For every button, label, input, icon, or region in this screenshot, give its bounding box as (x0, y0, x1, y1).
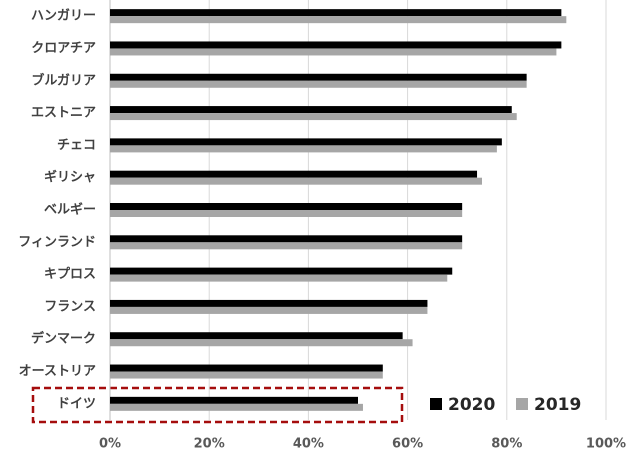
x-tick-label: 60% (392, 437, 423, 452)
x-tick-label: 20% (194, 437, 225, 452)
bar (110, 138, 502, 146)
y-tick-label: フランス (44, 299, 96, 314)
y-tick-label: ブルガリア (31, 72, 96, 88)
x-tick-label: 100% (586, 437, 626, 452)
bar (110, 9, 562, 17)
y-tick-label: ベルギー (44, 202, 96, 218)
bar (110, 235, 463, 243)
bar (110, 177, 482, 185)
bar (110, 306, 428, 314)
bar (110, 170, 478, 178)
bar (110, 210, 463, 217)
bar (110, 403, 363, 411)
y-tick-label: デンマーク (31, 331, 96, 347)
bar (110, 16, 567, 24)
y-tick-label: ハンガリー (31, 9, 96, 24)
bar (110, 299, 428, 307)
y-tick-label: チェコ (57, 138, 96, 153)
bar (110, 41, 562, 49)
legend-label: 2019 (534, 395, 581, 415)
bar (110, 267, 453, 275)
bar (110, 73, 527, 81)
bar (110, 145, 497, 153)
x-tick-label: 80% (491, 437, 522, 452)
bar (110, 242, 463, 250)
bar (110, 339, 413, 347)
y-tick-label: フィンランド (18, 235, 96, 250)
bar (110, 106, 512, 114)
bar (110, 80, 527, 88)
bar (110, 274, 448, 282)
bar (110, 396, 358, 404)
x-tick-label: 0% (99, 437, 121, 452)
y-tick-label: キプロス (44, 267, 96, 282)
bar (110, 332, 403, 340)
bar (110, 203, 463, 210)
bar (110, 371, 383, 379)
legend-label: 2020 (448, 395, 495, 415)
highlight-box (31, 386, 404, 424)
y-tick-label: オーストリア (19, 364, 96, 379)
y-tick-label: ギリシャ (44, 169, 96, 185)
y-tick-label: クロアチア (31, 41, 96, 56)
bar (110, 113, 517, 121)
bar (110, 48, 557, 56)
y-tick-label: ドイツ (57, 396, 96, 411)
legend-swatch (516, 398, 528, 410)
x-tick-label: 40% (293, 437, 324, 452)
bar (110, 364, 383, 372)
legend-swatch (430, 398, 442, 410)
y-tick-label: エストニア (31, 106, 96, 121)
